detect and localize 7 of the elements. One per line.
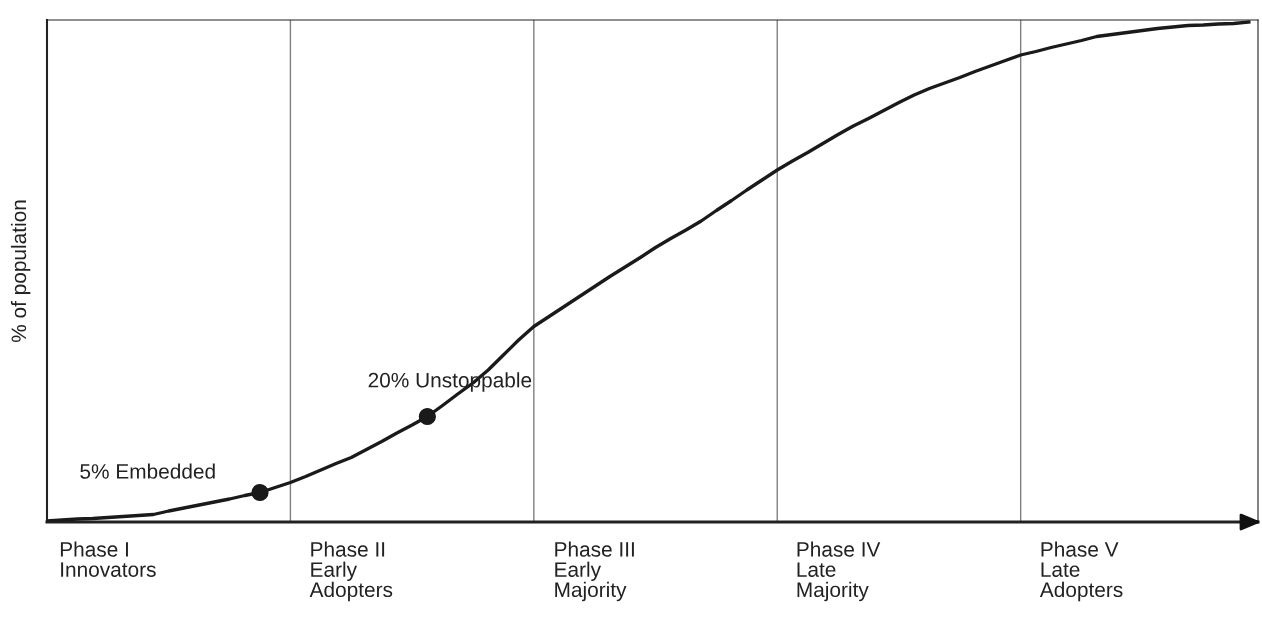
annotation: 5% Embedded xyxy=(80,463,215,479)
x-tick-label: Phase I Innovators xyxy=(60,541,156,577)
y-axis-title: % of population xyxy=(10,200,31,343)
x-tick-label: Phase III Early Majority xyxy=(555,541,634,602)
x-tick-label: Phase II Early Adopters xyxy=(309,541,393,602)
x-tick-label: Phase V Late Adopters xyxy=(1039,541,1123,602)
x-tick-label: Phase IV Late Majority xyxy=(797,541,881,602)
